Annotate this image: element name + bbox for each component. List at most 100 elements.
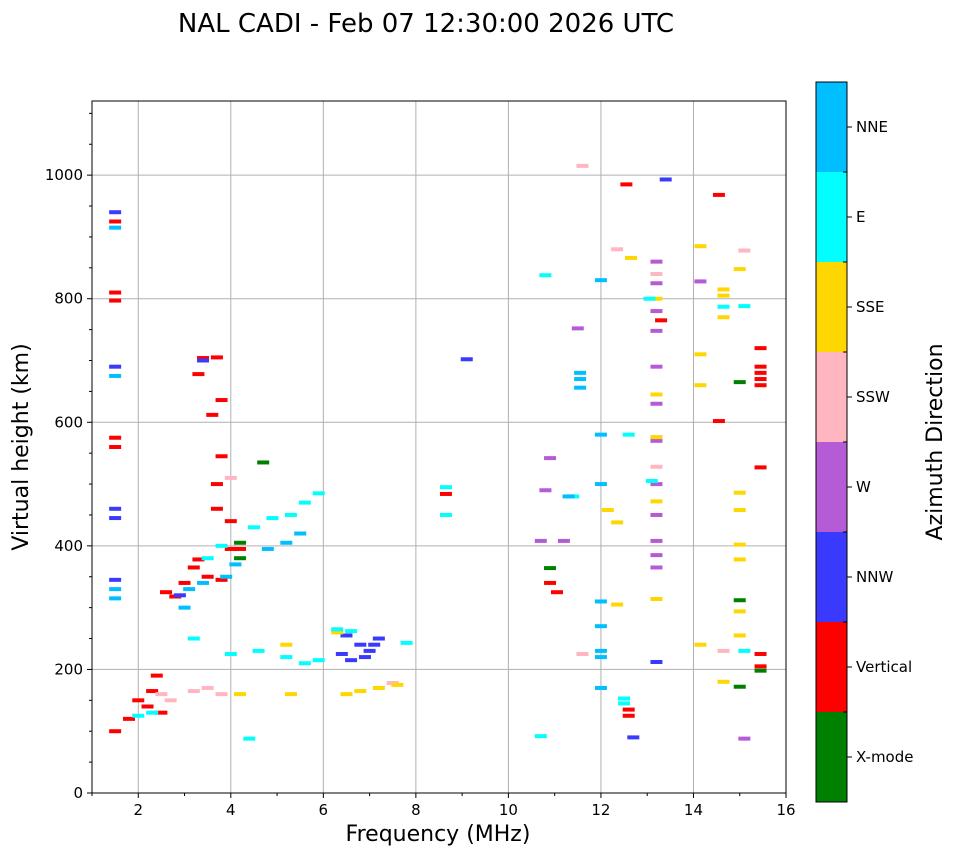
data-point <box>694 279 707 284</box>
colorbar-tick-label: E <box>856 208 865 226</box>
data-point <box>622 432 635 437</box>
colorbar-segment <box>816 352 847 442</box>
data-point <box>650 660 663 665</box>
data-point <box>266 516 279 521</box>
data-point <box>280 655 293 660</box>
data-point <box>594 685 607 690</box>
data-point <box>620 182 633 187</box>
data-point <box>534 734 547 739</box>
data-point <box>284 692 297 697</box>
data-point <box>252 648 265 653</box>
data-point <box>650 401 663 406</box>
data-point <box>594 648 607 653</box>
x-axis-label: Frequency (MHz) <box>346 822 531 847</box>
data-point <box>146 710 159 715</box>
data-points <box>109 163 767 741</box>
data-point <box>183 587 196 592</box>
data-point <box>109 290 122 295</box>
data-point <box>594 599 607 604</box>
data-point <box>754 370 767 375</box>
data-point <box>146 689 159 694</box>
data-point <box>109 516 122 521</box>
data-point <box>576 163 589 168</box>
data-point <box>109 219 122 224</box>
data-point <box>345 629 358 634</box>
series-e <box>132 273 751 741</box>
data-point <box>694 244 707 249</box>
series-x-mode <box>234 380 767 689</box>
data-point <box>234 692 247 697</box>
x-axis-ticks: 2 4 6 8 10 12 14 16 <box>91 793 796 819</box>
data-point <box>109 298 122 303</box>
data-point <box>738 736 751 741</box>
data-point <box>650 596 663 601</box>
data-point <box>224 546 237 551</box>
data-point <box>206 412 219 417</box>
data-point <box>601 508 614 513</box>
data-point <box>650 565 663 570</box>
chart-title: NAL CADI - Feb 07 12:30:00 2026 UTC <box>178 9 674 39</box>
data-point <box>733 598 746 603</box>
data-point <box>354 642 367 647</box>
x-tick-label: 6 <box>319 801 329 819</box>
data-point <box>738 304 751 309</box>
data-point <box>197 358 210 363</box>
colorbar-tick-label: X-mode <box>856 748 913 766</box>
data-point <box>622 707 635 712</box>
series-nne <box>109 225 607 690</box>
y-tick-label: 0 <box>73 784 83 802</box>
data-point <box>215 577 228 582</box>
data-point <box>210 355 223 360</box>
data-point <box>717 287 730 292</box>
data-point <box>164 698 177 703</box>
data-point <box>192 372 205 377</box>
data-point <box>754 383 767 388</box>
data-point <box>594 624 607 629</box>
data-point <box>650 512 663 517</box>
data-point <box>234 556 247 561</box>
colorbar-segment <box>816 82 847 172</box>
data-point <box>261 546 274 551</box>
data-point <box>611 602 624 607</box>
data-point <box>627 735 640 740</box>
data-point <box>150 673 163 678</box>
data-point <box>594 655 607 660</box>
data-point <box>754 465 767 470</box>
data-point <box>109 577 122 582</box>
data-point <box>574 370 587 375</box>
data-point <box>650 272 663 276</box>
data-point <box>650 309 663 314</box>
plot-frame <box>91 100 787 794</box>
data-point <box>733 609 746 614</box>
data-point <box>622 713 635 718</box>
y-tick-label: 600 <box>54 413 83 431</box>
data-point <box>650 259 663 264</box>
data-point <box>173 593 186 598</box>
data-point <box>717 293 730 298</box>
data-point <box>738 248 751 253</box>
data-point <box>368 642 381 647</box>
data-point <box>650 499 663 504</box>
data-point <box>754 377 767 382</box>
data-point <box>544 456 557 461</box>
data-point <box>312 658 325 663</box>
data-point <box>650 538 663 543</box>
data-point <box>694 642 707 647</box>
data-point <box>439 512 452 517</box>
data-point <box>201 574 214 579</box>
data-point <box>712 419 725 424</box>
data-point <box>643 296 656 301</box>
colorbar-tick-label: NNW <box>856 568 893 586</box>
data-point <box>220 574 233 579</box>
data-point <box>650 553 663 558</box>
x-tick-label: 10 <box>499 801 518 819</box>
data-point <box>294 531 307 536</box>
data-point <box>650 328 663 333</box>
data-point <box>109 373 122 378</box>
data-point <box>611 520 624 525</box>
data-point <box>391 682 404 687</box>
data-point <box>215 692 228 697</box>
y-axis-ticks: 0 200 400 600 800 1000 <box>45 112 92 802</box>
colorbar-tick-label: SSW <box>856 388 890 406</box>
